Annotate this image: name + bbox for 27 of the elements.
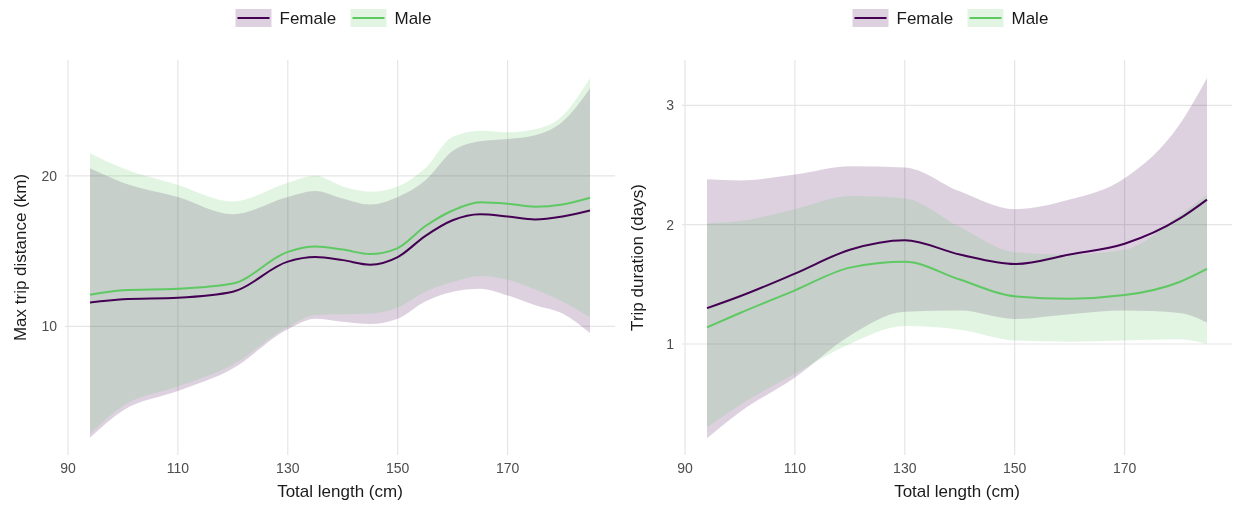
x-tick-label: 130 [893, 460, 917, 476]
line-series [89, 196, 591, 296]
x-tick-label: 150 [1003, 460, 1027, 476]
x-tick-label: 110 [166, 460, 190, 476]
x-tick-label: 150 [386, 460, 410, 476]
y-tick-label: 2 [666, 216, 675, 233]
x-axis-title: Total length (cm) [894, 482, 1020, 501]
x-tick-label: 90 [677, 460, 694, 476]
line-series [706, 260, 1208, 329]
y-tick-label: 10 [41, 318, 58, 335]
x-tick-label: 110 [783, 460, 807, 476]
line-series [706, 198, 1208, 310]
x-axis-title: Total length (cm) [277, 482, 403, 501]
y-axis-title: Max trip distance (km) [11, 173, 30, 342]
x-tick-label: 90 [60, 460, 77, 476]
x-tick-label: 130 [276, 460, 300, 476]
y-axis-title: Trip duration (days) [628, 184, 647, 331]
legend-label: Female [896, 8, 954, 28]
legend-label: Male [1011, 8, 1049, 28]
legend-label: Male [394, 8, 432, 28]
y-tick-label: 20 [41, 167, 58, 184]
x-tick-label: 170 [1112, 460, 1137, 476]
legend-label: Female [279, 8, 337, 28]
x-tick-label: 170 [495, 460, 520, 476]
line-series [89, 209, 591, 304]
y-tick-label: 3 [666, 97, 675, 114]
y-tick-label: 1 [666, 335, 675, 352]
